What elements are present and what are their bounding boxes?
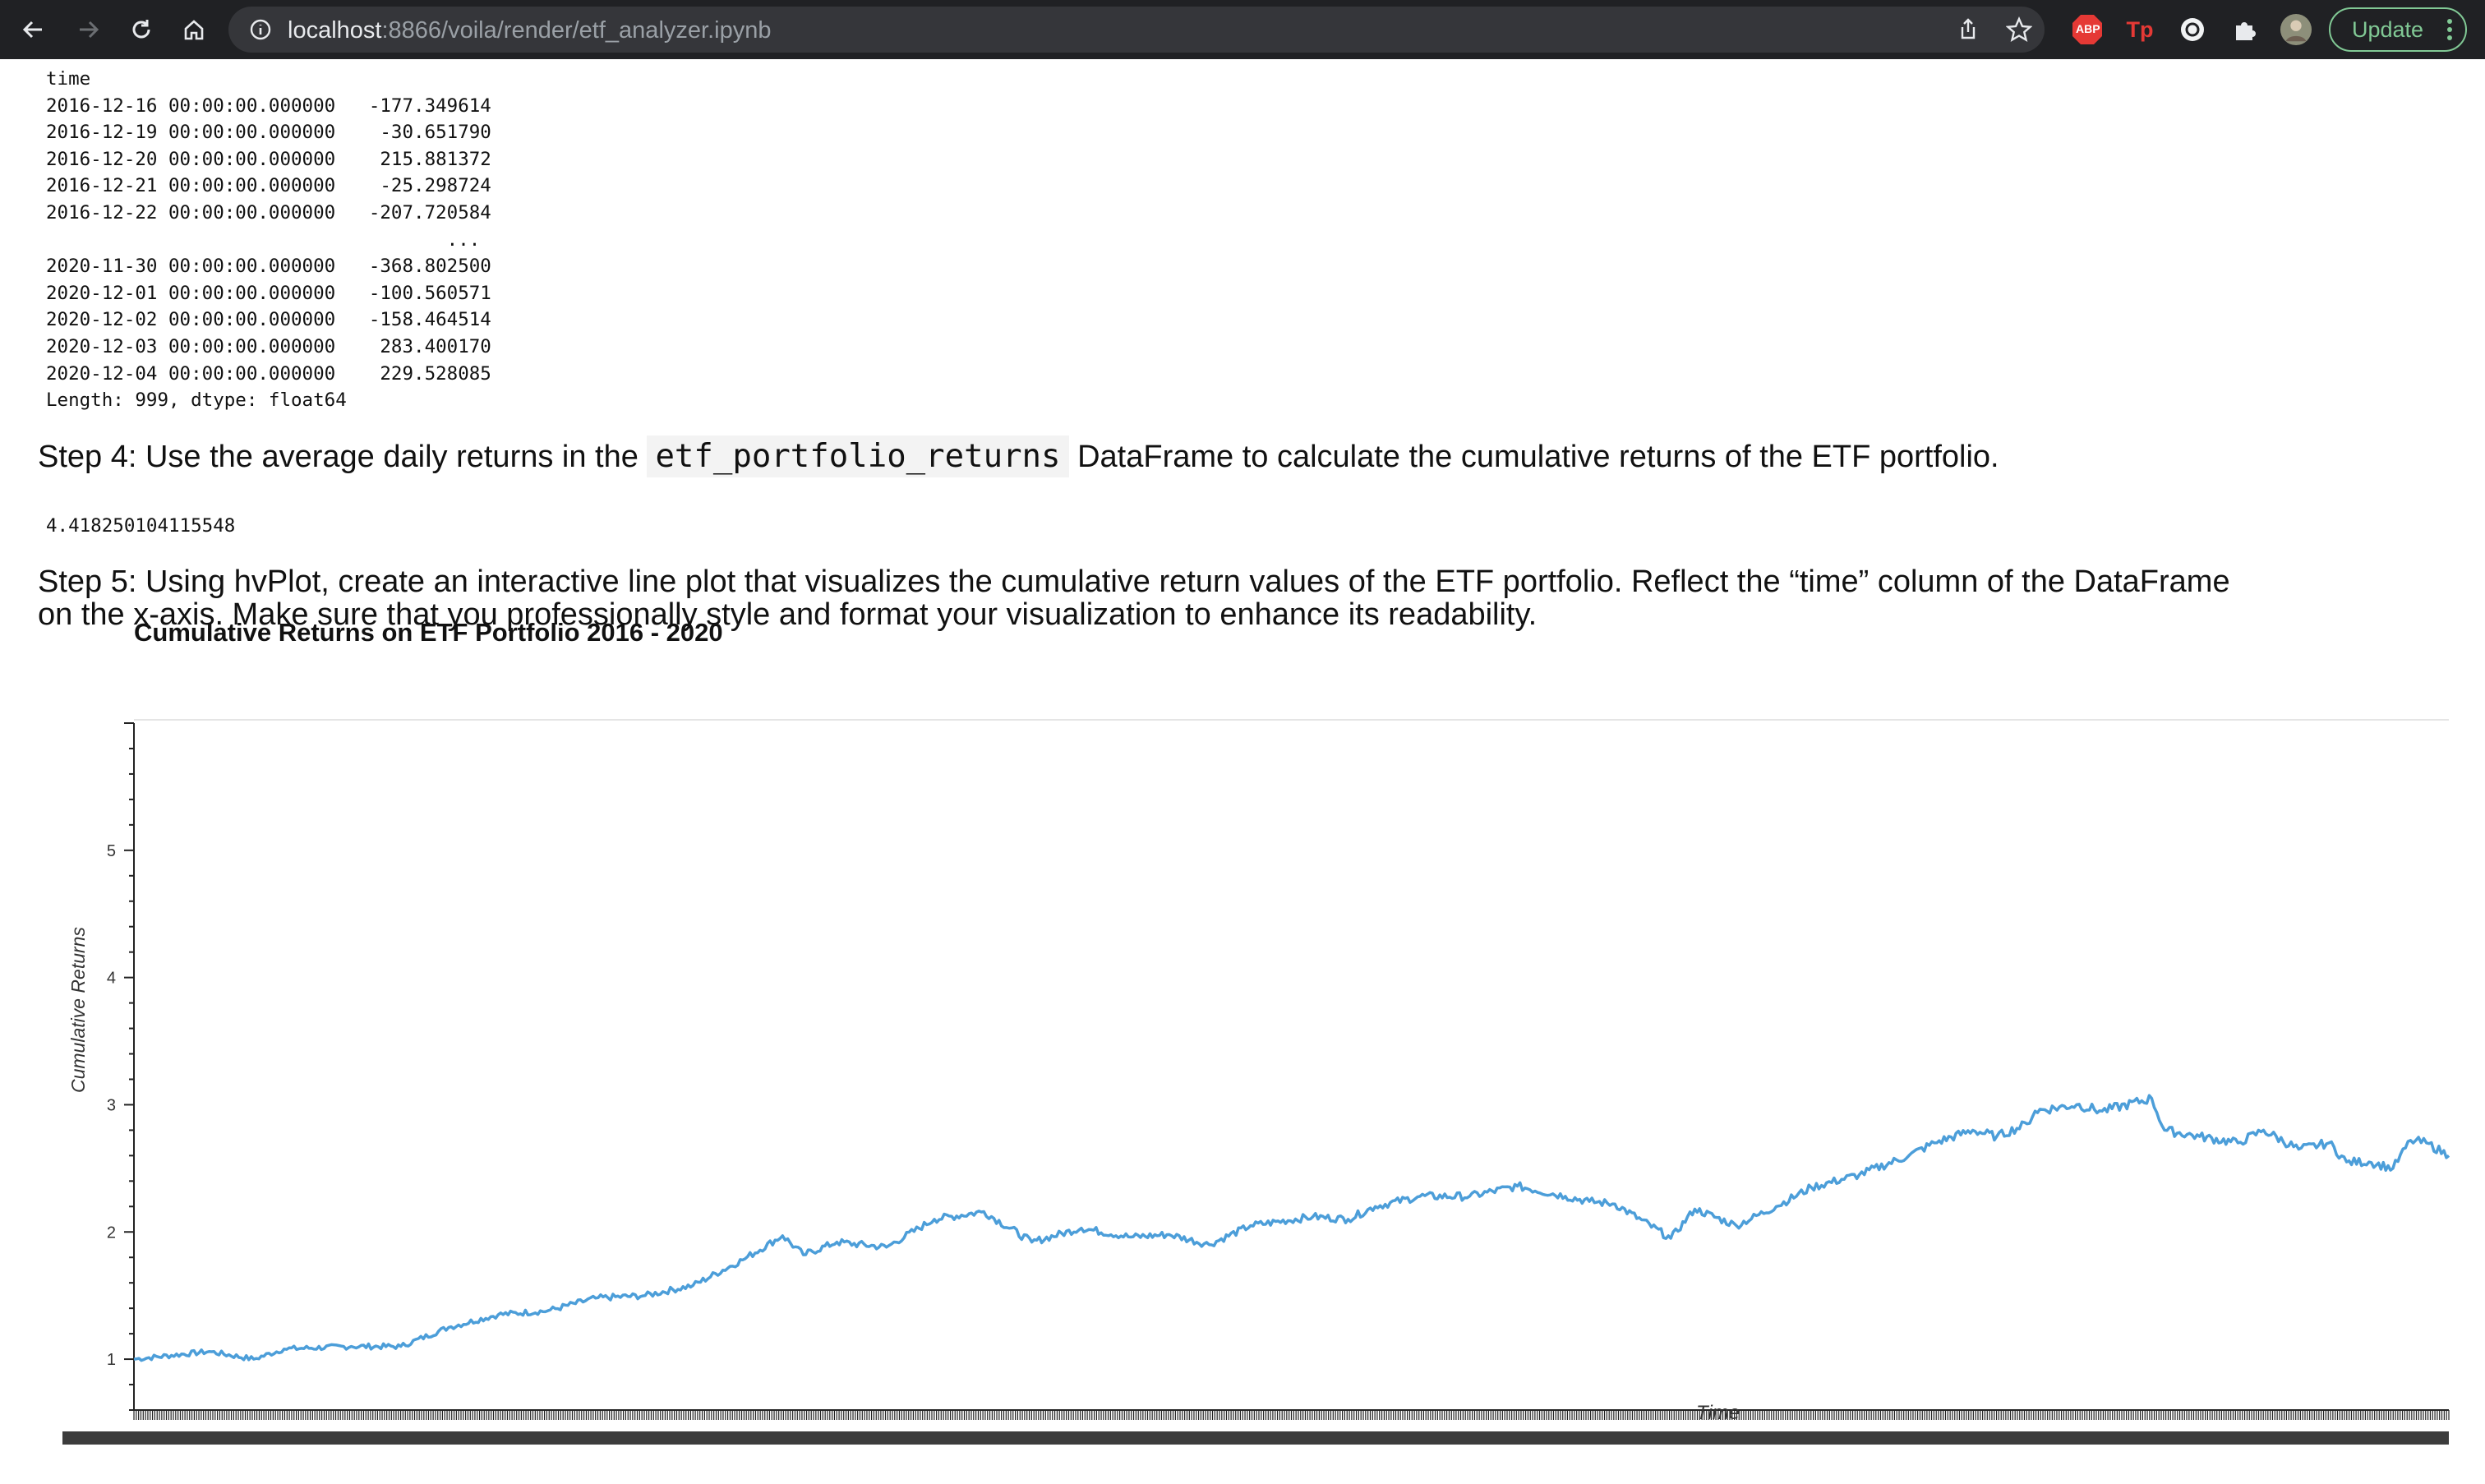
forward-arrow-icon <box>80 21 99 39</box>
step5-line1: Step 5: Using hvPlot, create an interact… <box>38 565 2230 599</box>
value-cell: -30.651790 <box>380 122 491 144</box>
step4-suffix: DataFrame to calculate the cumulative re… <box>1068 440 1999 474</box>
tp-extension-icon[interactable]: Tp <box>2123 13 2156 46</box>
time-cell: 2016-12-22 00:00:00.000000 <box>46 201 336 224</box>
value-cell: 283.400170 <box>380 335 491 357</box>
time-cell: 2016-12-21 00:00:00.000000 <box>46 175 336 197</box>
value-cell: -158.464514 <box>368 309 491 331</box>
value-cell: 215.881372 <box>380 148 491 170</box>
table-row: 2016-12-16 00:00:00.000000 -177.349614 <box>46 95 491 117</box>
step4-prefix: Step 4: Use the average daily returns in… <box>38 440 648 474</box>
table-row: 2020-12-02 00:00:00.000000 -158.464514 <box>46 309 491 330</box>
y-axis-label: Cumulative Returns <box>67 927 89 1093</box>
reload-button[interactable] <box>123 12 159 48</box>
adblock-icon <box>2072 15 2102 44</box>
y-tick-label: 4 <box>107 970 116 988</box>
url-text: localhost:8866/voila/render/etf_analyzer… <box>288 18 771 43</box>
value-cell: 229.528085 <box>380 362 491 385</box>
series-line <box>133 1094 2450 1362</box>
series-footer: Length: 999, dtype: float64 <box>46 389 347 412</box>
value-cell: -207.720584 <box>368 201 491 224</box>
index-name: time <box>46 68 91 90</box>
value-cell: -25.298724 <box>380 175 491 197</box>
table-row: 2016-12-20 00:00:00.000000 215.881372 <box>46 149 491 170</box>
browser-toolbar: localhost:8866/voila/render/etf_analyzer… <box>0 0 2485 59</box>
y-tick-label: 3 <box>107 1096 116 1114</box>
back-arrow-icon <box>22 21 42 39</box>
cumulative-return-output: 4.418250104115548 <box>46 515 236 537</box>
circle-extension-icon[interactable] <box>2176 13 2209 46</box>
more-menu-icon[interactable] <box>2446 17 2454 42</box>
table-row: 2016-12-22 00:00:00.000000 -207.720584 <box>46 202 491 224</box>
table-row: 2020-12-03 00:00:00.000000 283.400170 <box>46 336 491 357</box>
site-info-icon[interactable] <box>248 17 273 42</box>
step5-line2: on the x-axis. Make sure that you profes… <box>38 597 1538 632</box>
time-cell: 2020-12-01 00:00:00.000000 <box>46 282 336 304</box>
forward-button[interactable] <box>71 12 107 48</box>
time-cell: 2020-12-02 00:00:00.000000 <box>46 309 336 331</box>
x-axis-label: Time <box>1696 1402 1740 1424</box>
home-icon <box>184 20 204 40</box>
adblock-label: ABP <box>2076 22 2100 35</box>
table-row: 2016-12-21 00:00:00.000000 -25.298724 <box>46 175 491 196</box>
table-row: 2020-11-30 00:00:00.000000 -368.802500 <box>46 256 491 277</box>
ellipsis: ... <box>446 228 481 251</box>
step4-code: etf_portfolio_returns <box>647 436 1069 477</box>
update-label: Update <box>2352 16 2424 42</box>
chart-title: Cumulative Returns on ETF Portfolio 2016… <box>134 618 723 647</box>
time-cell: 2016-12-19 00:00:00.000000 <box>46 122 336 144</box>
share-icon[interactable] <box>1956 16 1980 41</box>
tp-label: Tp <box>2126 16 2154 42</box>
extensions-button[interactable] <box>2229 13 2261 46</box>
time-cell: 2020-11-30 00:00:00.000000 <box>46 256 336 278</box>
url-host: localhost <box>288 17 382 44</box>
table-row: 2020-12-01 00:00:00.000000 -100.560571 <box>46 283 491 304</box>
time-cell: 2016-12-16 00:00:00.000000 <box>46 94 336 117</box>
address-bar[interactable]: localhost:8866/voila/render/etf_analyzer… <box>228 7 2045 53</box>
value-cell: -100.560571 <box>368 282 491 304</box>
circle-extension-glyph-icon <box>2181 18 2204 41</box>
url-path: :8866/voila/render/etf_analyzer.ipynb <box>381 17 772 44</box>
y-tick-label: 5 <box>107 842 116 860</box>
table-row: 2020-12-04 00:00:00.000000 229.528085 <box>46 363 491 385</box>
update-button[interactable]: Update <box>2329 7 2467 52</box>
time-cell: 2020-12-04 00:00:00.000000 <box>46 362 336 385</box>
y-axis-ticks: 1 2 3 4 5 <box>107 722 134 1411</box>
home-button[interactable] <box>176 12 212 48</box>
step4-heading: Step 4: Use the average daily returns in… <box>38 436 2421 477</box>
value-cell: -177.349614 <box>368 94 491 117</box>
adblock-extension-icon[interactable]: ABP <box>2071 13 2104 46</box>
series-output: time 2016-12-16 00:00:00.000000 -177.349… <box>46 66 491 414</box>
time-cell: 2020-12-03 00:00:00.000000 <box>46 335 336 357</box>
table-row: 2016-12-19 00:00:00.000000 -30.651790 <box>46 122 491 143</box>
puzzle-icon <box>2236 22 2256 40</box>
step5-heading: Step 5: Using hvPlot, create an interact… <box>38 565 2421 631</box>
profile-avatar[interactable] <box>2280 13 2312 46</box>
toolbar-scrollbar[interactable] <box>62 1431 2449 1445</box>
notebook-content: time 2016-12-16 00:00:00.000000 -177.349… <box>0 59 2485 1484</box>
bookmark-star-icon[interactable] <box>2006 16 2032 43</box>
x-axis-ticks <box>133 1410 2450 1420</box>
y-tick-label: 1 <box>107 1351 116 1369</box>
reload-icon <box>132 20 150 39</box>
value-cell: -368.802500 <box>368 256 491 278</box>
time-cell: 2016-12-20 00:00:00.000000 <box>46 148 336 170</box>
y-tick-label: 2 <box>107 1224 116 1242</box>
avatar-icon <box>2280 13 2312 46</box>
back-button[interactable] <box>15 12 51 48</box>
